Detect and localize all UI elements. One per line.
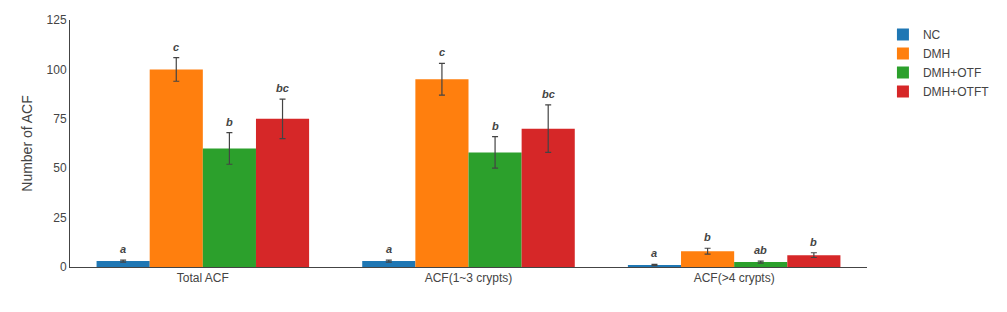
svg-text:bc: bc bbox=[276, 82, 289, 94]
svg-text:bc: bc bbox=[542, 88, 555, 100]
svg-text:NC: NC bbox=[923, 28, 941, 42]
svg-text:75: 75 bbox=[53, 112, 67, 126]
svg-text:DMH: DMH bbox=[923, 47, 950, 61]
svg-text:Number of ACF: Number of ACF bbox=[19, 95, 35, 191]
svg-text:a: a bbox=[120, 243, 126, 255]
svg-text:c: c bbox=[439, 46, 445, 58]
svg-text:b: b bbox=[492, 120, 499, 132]
svg-text:25: 25 bbox=[53, 211, 67, 225]
svg-text:b: b bbox=[704, 231, 711, 243]
svg-text:0: 0 bbox=[60, 260, 67, 274]
svg-text:ACF(>4 crypts): ACF(>4 crypts) bbox=[694, 271, 775, 285]
svg-text:50: 50 bbox=[53, 161, 67, 175]
svg-text:100: 100 bbox=[47, 63, 67, 77]
svg-text:a: a bbox=[386, 243, 392, 255]
svg-text:Total ACF: Total ACF bbox=[177, 271, 229, 285]
svg-text:c: c bbox=[173, 41, 179, 53]
svg-text:ab: ab bbox=[754, 244, 767, 256]
svg-text:DMH+OTF: DMH+OTF bbox=[923, 66, 981, 80]
svg-text:ACF(1~3 crypts): ACF(1~3 crypts) bbox=[425, 271, 513, 285]
svg-text:125: 125 bbox=[47, 13, 67, 27]
svg-text:DMH+OTFT: DMH+OTFT bbox=[923, 85, 989, 99]
svg-text:b: b bbox=[810, 236, 817, 248]
svg-text:b: b bbox=[226, 116, 233, 128]
svg-text:a: a bbox=[651, 247, 657, 259]
